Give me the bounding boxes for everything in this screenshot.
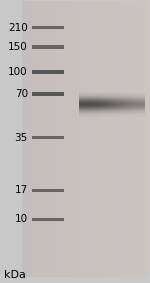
FancyBboxPatch shape [32, 218, 64, 221]
Text: 17: 17 [15, 185, 28, 195]
FancyBboxPatch shape [32, 26, 64, 29]
Text: 100: 100 [8, 67, 28, 77]
Text: 35: 35 [15, 133, 28, 143]
Text: 150: 150 [8, 42, 28, 52]
FancyBboxPatch shape [32, 45, 64, 48]
Text: 210: 210 [8, 23, 28, 33]
FancyBboxPatch shape [32, 70, 64, 74]
FancyBboxPatch shape [32, 189, 64, 192]
FancyBboxPatch shape [32, 92, 64, 96]
FancyBboxPatch shape [32, 136, 64, 140]
Text: kDa: kDa [4, 270, 26, 280]
Text: 10: 10 [15, 214, 28, 224]
Text: 70: 70 [15, 89, 28, 99]
